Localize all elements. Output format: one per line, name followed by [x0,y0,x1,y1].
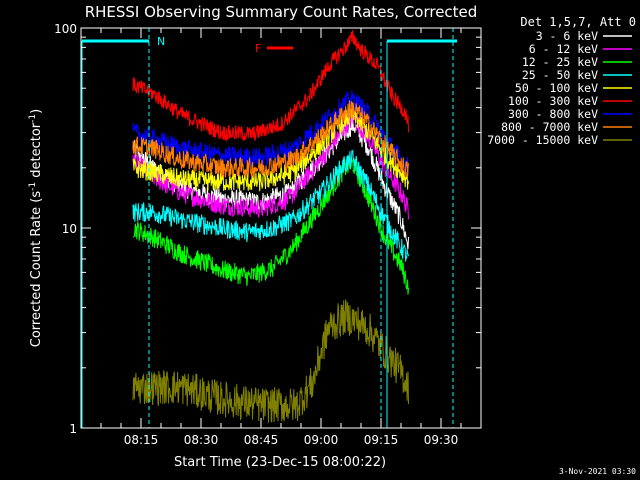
series-line-8 [132,299,409,423]
series-line-5 [132,29,409,142]
series-line-7 [132,100,409,179]
x-tick-label: 09:30 [424,433,459,447]
legend-label-6: 300 - 800 keV [508,107,598,121]
series-line-2 [133,155,409,295]
legend-title: Det 1,5,7, Att 0 [520,15,636,29]
y-tick-label: 10 [62,222,77,236]
series-line-4 [132,105,409,192]
legend-label-5: 100 - 300 keV [508,94,598,108]
legend-label-0: 3 - 6 keV [536,29,598,43]
x-tick-label: 08:45 [244,433,279,447]
x-tick-label: 09:15 [364,433,399,447]
y-tick-label: 100 [54,22,77,36]
series-line-3 [132,148,409,262]
chart-title: RHESSI Observing Summary Count Rates, Co… [85,3,478,21]
legend-label-1: 6 - 12 keV [529,42,598,56]
axis-layer: 08:15 08:30 08:45 09:00 09:15 09:30 1 10 100 [54,22,482,447]
legend-label-3: 25 - 50 keV [522,68,598,82]
y-axis-label: Corrected Count Rate (s-1 detector-1) [28,109,44,347]
legend-label-4: 50 - 100 keV [515,81,598,95]
legend-label-7: 800 - 7000 keV [501,120,598,134]
annotation-layer: NF [81,28,457,428]
legend-label-8: 7000 - 15000 keV [487,133,598,147]
legend-label-2: 12 - 25 keV [522,55,598,69]
f-label: F [255,42,261,55]
x-tick-label: 09:00 [304,433,339,447]
x-tick-label: 08:15 [124,433,159,447]
footer-date: 3-Nov-2021 03:30 [559,467,636,476]
y-tick-label: 1 [69,422,77,436]
n-label: N [157,35,165,48]
x-axis-label: Start Time (23-Dec-15 08:00:22) [174,455,386,470]
series-layer [132,29,409,423]
x-tick-label: 08:30 [184,433,219,447]
series-line-1 [132,110,409,220]
